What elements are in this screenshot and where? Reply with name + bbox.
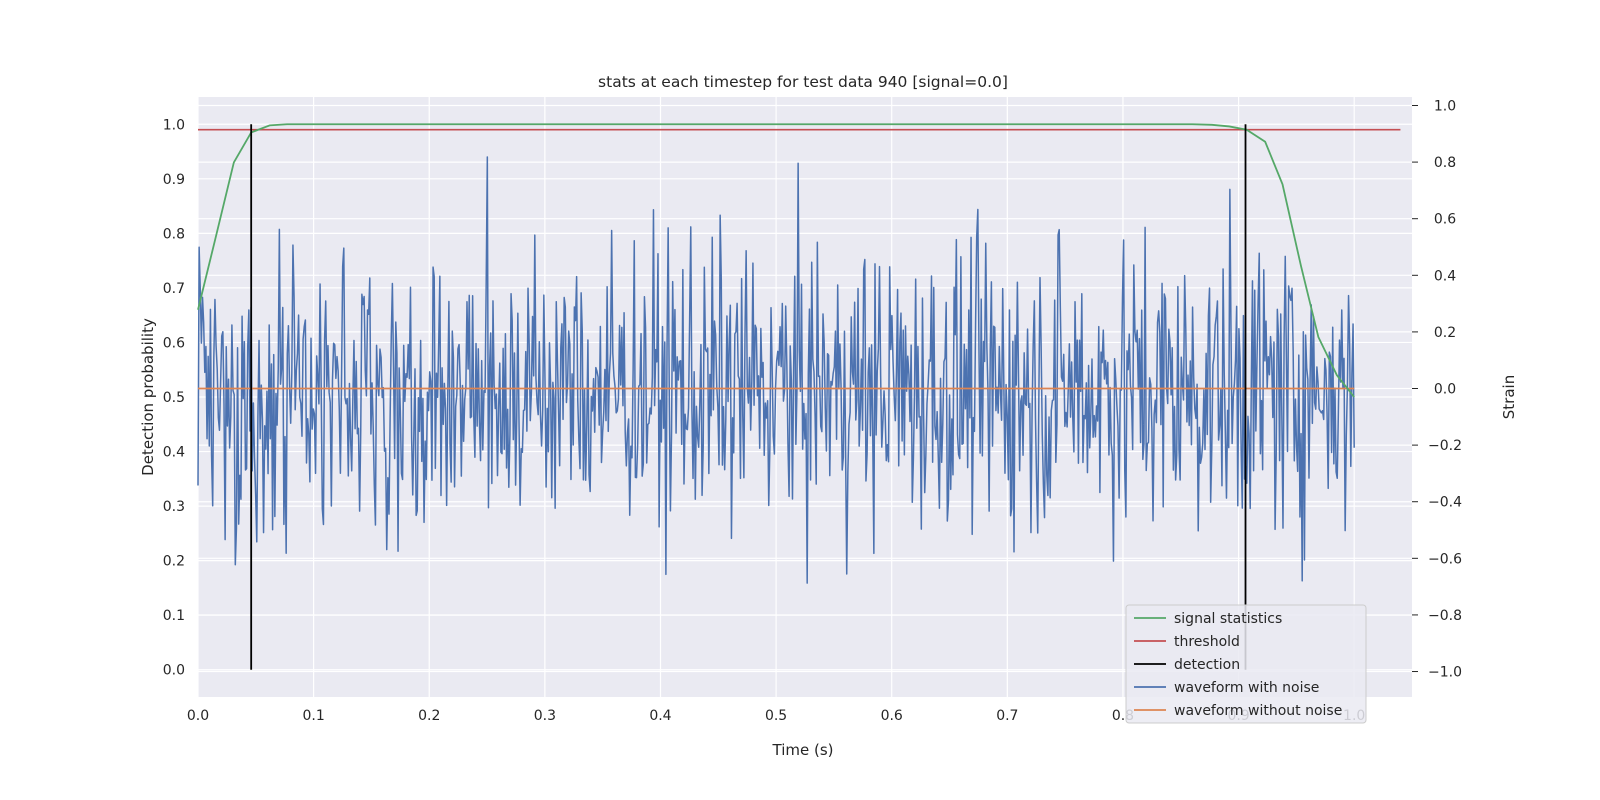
x-tick-label: 0.6 <box>881 708 903 724</box>
y-axis-left-label: Detection probability <box>139 318 157 476</box>
x-axis-label: Time (s) <box>772 741 834 759</box>
y-axis-right-label: Strain <box>1500 375 1518 419</box>
series-layer <box>197 123 1401 670</box>
y-left-tick-label: 0.6 <box>163 335 185 351</box>
x-tick-label: 0.4 <box>649 708 671 724</box>
y-right-tick-label: 0.8 <box>1434 155 1456 171</box>
series-signal-statistics <box>197 123 1355 398</box>
legend-box <box>1125 604 1367 724</box>
y-right-tick-label: 0.2 <box>1434 325 1456 341</box>
legend-label: waveform without noise <box>1174 703 1342 719</box>
y-axis-right-ticks: −1.0 −0.8 −0.6 −0.4 −0.2 0.0 0.2 0.4 0.6 0.8 1.0 <box>1412 98 1462 681</box>
y-left-tick-label: 0.2 <box>163 554 185 570</box>
y-right-tick-label: −0.6 <box>1428 551 1462 567</box>
x-tick-label: 0.0 <box>187 708 209 724</box>
x-tick-label: 0.1 <box>302 708 324 724</box>
y-right-tick-label: 0.6 <box>1434 212 1456 228</box>
y-left-tick-label: 0.0 <box>163 663 185 679</box>
x-tick-label: 0.3 <box>534 708 556 724</box>
y-right-tick-label: 0.4 <box>1434 268 1456 284</box>
y-right-tick-label: 0.0 <box>1434 382 1456 398</box>
y-right-tick-label: 1.0 <box>1434 98 1456 114</box>
legend-label: threshold <box>1174 634 1240 650</box>
series-waveform-with-noise <box>197 156 1355 584</box>
legend-label: signal statistics <box>1174 611 1282 627</box>
y-left-tick-label: 0.9 <box>163 172 185 188</box>
y-left-tick-label: 0.7 <box>163 281 185 297</box>
y-left-tick-label: 1.0 <box>163 117 185 133</box>
legend-label: waveform with noise <box>1174 680 1319 696</box>
x-tick-label: 0.5 <box>765 708 787 724</box>
y-right-tick-label: −0.2 <box>1428 438 1462 454</box>
y-right-tick-label: −0.4 <box>1428 495 1462 511</box>
x-tick-label: 0.2 <box>418 708 440 724</box>
x-tick-label: 0.7 <box>996 708 1018 724</box>
y-left-tick-label: 0.3 <box>163 499 185 515</box>
y-right-tick-label: −0.8 <box>1428 608 1462 624</box>
y-left-tick-label: 0.4 <box>163 445 185 461</box>
legend: signal statistics threshold detection wavef… <box>1125 604 1367 724</box>
chart-title: stats at each timestep for test data 940… <box>598 73 1008 91</box>
legend-label: detection <box>1174 657 1240 673</box>
y-left-tick-label: 0.8 <box>163 226 185 242</box>
y-left-tick-label: 0.5 <box>163 390 185 406</box>
y-right-tick-label: −1.0 <box>1428 665 1462 681</box>
y-left-tick-label: 0.1 <box>163 608 185 624</box>
y-axis-left-ticks: 0.0 0.1 0.2 0.3 0.4 0.5 0.6 0.7 0.8 0.9 1.0 <box>163 117 185 678</box>
